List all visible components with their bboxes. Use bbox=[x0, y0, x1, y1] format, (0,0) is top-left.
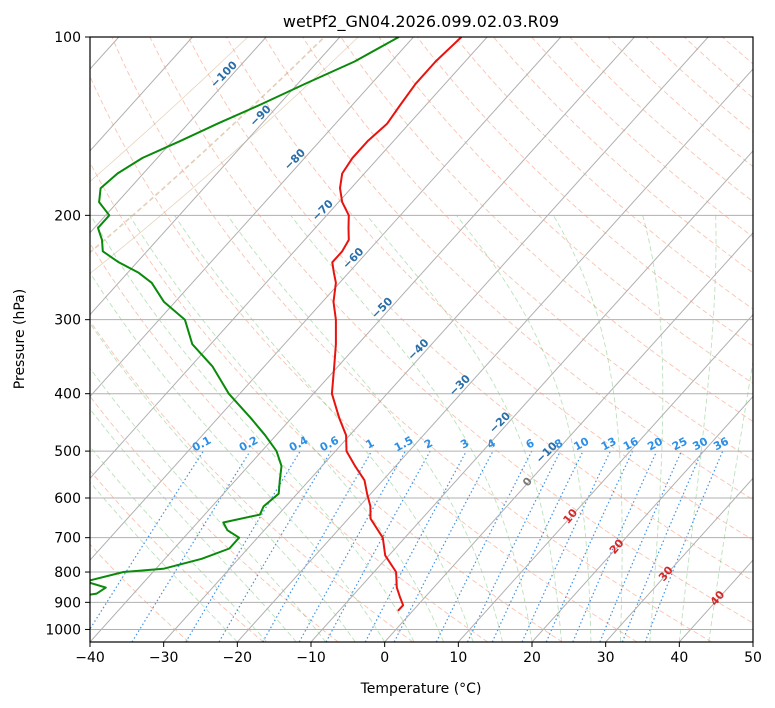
x-tick-label: −20 bbox=[223, 650, 253, 666]
dry-adiabat-line bbox=[416, 37, 753, 347]
background-lines bbox=[0, 37, 775, 642]
x-tick-label: −10 bbox=[296, 650, 326, 666]
isotherm-gridline bbox=[531, 395, 753, 642]
moist-adiabat-line bbox=[642, 215, 664, 642]
y-tick-label: 500 bbox=[54, 444, 81, 460]
moist-adiabat-line bbox=[290, 215, 533, 642]
dry-adiabat-line bbox=[761, 37, 775, 642]
isotherm-gridline bbox=[90, 37, 635, 642]
mixing-ratio-line bbox=[545, 450, 634, 642]
moist-adiabat-line bbox=[90, 271, 386, 642]
dry-adiabat-line bbox=[90, 75, 638, 642]
plot-frame bbox=[89, 36, 754, 643]
moist-adiabat-line bbox=[90, 367, 327, 642]
x-axis-label: Temperature (°C) bbox=[360, 681, 482, 697]
moist-adiabat-line bbox=[553, 215, 623, 642]
isotherm-gridline bbox=[605, 477, 753, 642]
mixing-ratio-label: 16 bbox=[621, 435, 641, 454]
isotherm-gridline bbox=[163, 37, 709, 642]
isotherm-gridline bbox=[90, 37, 562, 561]
dry-adiabat-line bbox=[264, 37, 753, 501]
y-tick-label: 1000 bbox=[45, 622, 81, 638]
isotherm-gridline bbox=[90, 37, 341, 316]
mixing-ratio-line bbox=[298, 450, 406, 642]
mixing-ratio-line bbox=[572, 450, 658, 642]
moist-adiabat-line bbox=[90, 215, 415, 642]
y-tick-label: 700 bbox=[54, 531, 81, 547]
profile-lines bbox=[90, 37, 463, 612]
mixing-ratio-line bbox=[644, 450, 724, 642]
isotherm-gridline bbox=[752, 641, 753, 642]
moist-adiabat-line bbox=[90, 408, 297, 642]
x-tick-label: 20 bbox=[523, 650, 541, 666]
y-tick-label: 800 bbox=[54, 565, 81, 581]
isotherm-gridline bbox=[310, 150, 753, 642]
mixing-ratio-line bbox=[599, 450, 682, 642]
x-tick-label: 50 bbox=[744, 650, 762, 666]
x-tick-label: −30 bbox=[149, 650, 179, 666]
x-tick-label: −40 bbox=[75, 650, 105, 666]
dry-adiabat-line bbox=[90, 469, 264, 642]
dry-adiabat-line bbox=[149, 37, 753, 624]
dry-adiabat-line bbox=[90, 161, 563, 642]
isotherm-gridline bbox=[90, 37, 488, 480]
axes: −40 −30 −20 −10 0 10 20 30 40 50 100 200 300 400 500 60… bbox=[45, 30, 762, 666]
adiabat-labels: 0.1 0.2 0.4 0.6 1 1.5 2 3 4 6 8 10 13 16 20 25 30 36−100−… bbox=[190, 58, 731, 608]
y-tick-label: 600 bbox=[54, 491, 81, 507]
mixing-ratio-label: 10 bbox=[572, 435, 592, 454]
mixing-ratio-line bbox=[621, 450, 703, 642]
mixing-ratio-label: 20 bbox=[645, 435, 665, 454]
mixing-ratio-line bbox=[90, 450, 204, 631]
x-tick-label: 10 bbox=[449, 650, 467, 666]
mixing-ratio-line bbox=[435, 450, 533, 642]
moist-adiabat-line bbox=[174, 215, 474, 642]
dewpoint-profile-line bbox=[90, 37, 400, 596]
moist-adiabat-line bbox=[227, 215, 503, 642]
y-axis-label: Pressure (hPa) bbox=[12, 289, 28, 389]
moist-adiabat-line bbox=[129, 215, 445, 642]
isotherm-gridline bbox=[90, 37, 193, 152]
dry-adiabat-line bbox=[454, 37, 753, 310]
moist-adiabat-line bbox=[90, 481, 238, 642]
y-tick-label: 100 bbox=[54, 30, 81, 46]
mixing-ratio-label: 13 bbox=[599, 435, 619, 454]
mixing-ratio-line bbox=[325, 450, 431, 642]
moist-adiabat-line bbox=[90, 445, 268, 642]
mixing-ratio-label: 36 bbox=[711, 435, 731, 454]
mixing-ratio-label: 25 bbox=[670, 435, 690, 454]
isotherm-gridline bbox=[457, 313, 753, 642]
dry-adiabat-line bbox=[187, 37, 753, 582]
isotherm-gridline bbox=[90, 37, 267, 234]
y-tick-label: 300 bbox=[54, 313, 81, 329]
x-tick-label: 40 bbox=[670, 650, 688, 666]
moist-adiabat-line bbox=[90, 322, 356, 642]
isotherm-gridline bbox=[384, 231, 753, 642]
x-tick-label: 30 bbox=[597, 650, 615, 666]
dry-adiabat-line bbox=[340, 37, 753, 423]
chart-title: wetPf2_GN04.2026.099.02.03.R09 bbox=[283, 12, 559, 32]
y-tick-label: 400 bbox=[54, 387, 81, 403]
moist-adiabat-line bbox=[366, 215, 562, 642]
x-tick-label: 0 bbox=[380, 650, 389, 666]
y-tick-label: 200 bbox=[54, 208, 81, 224]
isotherm-gridline bbox=[90, 37, 414, 398]
moist-adiabat-line bbox=[678, 215, 717, 642]
y-tick-label: 900 bbox=[54, 595, 81, 611]
mixing-ratio-line bbox=[364, 450, 467, 642]
tan-curve-line bbox=[0, 37, 64, 642]
dry-adiabat-line bbox=[90, 242, 488, 642]
isotherm-gridline bbox=[236, 68, 753, 642]
mixing-ratio-label: 30 bbox=[690, 434, 710, 453]
temperature-profile-line bbox=[330, 37, 463, 612]
